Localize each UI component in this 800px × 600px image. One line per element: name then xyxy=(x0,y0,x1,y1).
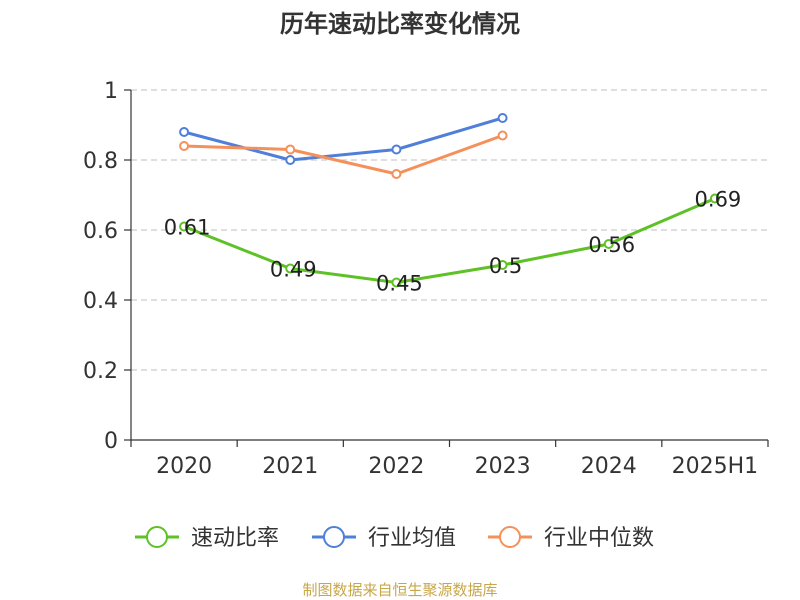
data-point xyxy=(603,239,614,249)
series-line-2 xyxy=(184,134,504,176)
data-point xyxy=(179,127,190,137)
x-tick-label: 2023 xyxy=(475,454,531,479)
data-point xyxy=(391,169,402,179)
data-point xyxy=(391,144,402,155)
data-label: 0.45 xyxy=(376,272,423,296)
x-tick-label: 2020 xyxy=(156,454,212,479)
y-tick-label: 0.6 xyxy=(83,219,118,244)
y-tick-label: 0.2 xyxy=(83,359,118,384)
legend-label-2: 行业中位数 xyxy=(544,526,654,551)
data-source-note: 制图数据来自恒生聚源数据库 xyxy=(302,581,497,599)
series-line-0 xyxy=(183,197,716,284)
data-label: 0.69 xyxy=(695,188,742,212)
legend: 速动比率 行业均值 行业中位数 xyxy=(135,526,654,551)
data-label: 0.61 xyxy=(164,216,211,240)
chart-title: 历年速动比率变化情况 xyxy=(280,10,520,38)
axes: 0 0.2 0.4 0.6 0.8 1 2020 2021 2022 2023 2024 2025H1 xyxy=(83,79,769,479)
data-point xyxy=(497,130,508,141)
legend-marker-0 xyxy=(146,526,168,548)
legend-label-0: 速动比率 xyxy=(191,526,279,551)
grid xyxy=(131,89,768,371)
y-tick-label: 0 xyxy=(104,429,118,454)
series-line-1 xyxy=(183,116,504,162)
data-labels: 0.61 0.49 0.45 0.5 0.56 0.69 xyxy=(164,188,742,296)
data-point xyxy=(709,193,720,204)
x-tick-label: 2024 xyxy=(581,454,637,479)
legend-marker-2 xyxy=(499,526,521,548)
data-point xyxy=(285,155,296,165)
data-point xyxy=(285,263,296,274)
data-point xyxy=(497,113,508,123)
legend-label-1: 行业均值 xyxy=(368,526,456,551)
data-label: 0.5 xyxy=(489,254,522,278)
x-tick-label: 2025H1 xyxy=(672,454,759,479)
x-tick-label: 2021 xyxy=(262,454,318,479)
data-point xyxy=(179,141,190,151)
series-layer xyxy=(179,113,720,288)
legend-marker-1 xyxy=(323,526,345,548)
y-tick-label: 1 xyxy=(104,79,118,104)
data-point xyxy=(497,260,508,270)
data-point xyxy=(285,144,296,155)
data-label: 0.49 xyxy=(270,258,317,282)
y-tick-label: 0.8 xyxy=(83,149,118,174)
data-point xyxy=(391,277,402,288)
x-tick-label: 2022 xyxy=(368,454,424,479)
data-point xyxy=(179,221,190,232)
y-tick-label: 0.4 xyxy=(83,289,118,314)
data-label: 0.56 xyxy=(588,233,635,257)
